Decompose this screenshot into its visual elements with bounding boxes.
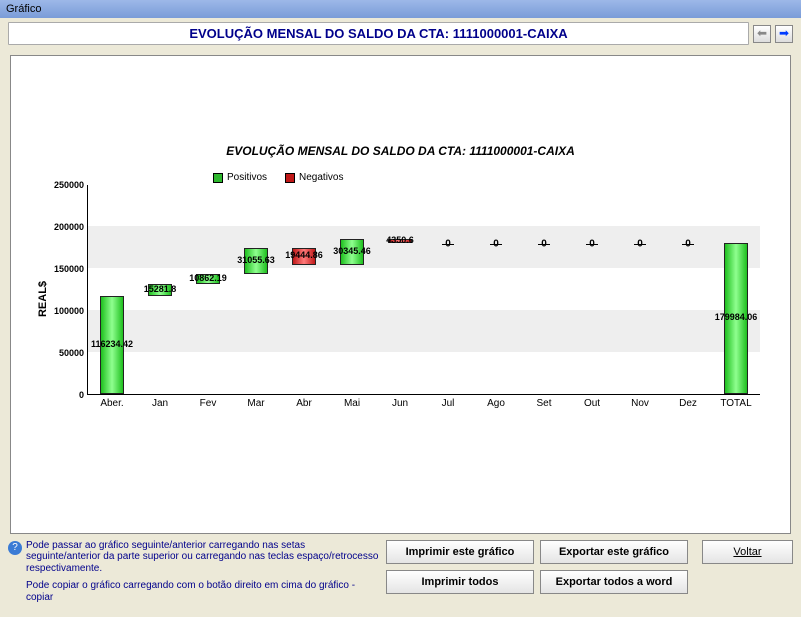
chart-bar-label: 15281.8 [144, 284, 177, 294]
chart-plot: 050000100000150000200000250000Aber.11623… [87, 185, 760, 395]
chart-ytick: 100000 [38, 306, 84, 316]
chart-xtick: Abr [296, 398, 312, 409]
window-titlebar: Gráfico [0, 0, 801, 18]
help-line-2: Pode copiar o gráfico carregando com o b… [26, 580, 380, 603]
button-grid: Imprimir este gráfico Exportar este gráf… [386, 540, 688, 594]
window-title: Gráfico [6, 3, 41, 15]
chart-bar-label: 4350.6 [386, 235, 414, 245]
chart-xtick: Aber. [100, 398, 123, 409]
chart-bar-label: 10862.19 [189, 273, 227, 283]
chart-xtick: Ago [487, 398, 505, 409]
legend-positive-label: Positivos [227, 172, 267, 183]
legend-negative-label: Negativos [299, 172, 343, 183]
chart-ytick: 250000 [38, 180, 84, 190]
page-title: EVOLUÇÃO MENSAL DO SALDO DA CTA: 1111000… [8, 22, 749, 45]
chart-ytick: 0 [38, 390, 84, 400]
chart-ytick: 50000 [38, 348, 84, 358]
chart-ytick: 200000 [38, 222, 84, 232]
chart-bar-label: 179984.06 [715, 312, 758, 322]
chart-zero-tick [634, 244, 646, 245]
export-all-word-button[interactable]: Exportar todos a word [540, 570, 688, 594]
legend-negative-swatch [285, 173, 295, 183]
chart-xtick: Mar [247, 398, 264, 409]
back-button[interactable]: Voltar [702, 540, 793, 564]
chart-bar-label: 30345.46 [333, 246, 371, 256]
chart-bar-label: 19444.86 [285, 250, 323, 260]
chart-zero-tick [586, 244, 598, 245]
chart-xtick: Mai [344, 398, 360, 409]
chart-legend: Positivos Negativos [213, 172, 790, 183]
info-icon: ? [8, 541, 22, 555]
help-line-1: Pode passar ao gráfico seguinte/anterior… [26, 540, 380, 575]
chart-xtick: Set [536, 398, 551, 409]
window: Gráfico EVOLUÇÃO MENSAL DO SALDO DA CTA:… [0, 0, 801, 617]
help-text-block: ? Pode passar ao gráfico seguinte/anteri… [8, 540, 380, 610]
chart-frame: EVOLUÇÃO MENSAL DO SALDO DA CTA: 1111000… [10, 55, 791, 534]
chart-zero-tick [538, 244, 550, 245]
chart-xtick: Jul [442, 398, 455, 409]
chart-plot-wrap: REAL$ 050000100000150000200000250000Aber… [87, 185, 760, 413]
arrow-right-icon: ➡ [779, 26, 789, 40]
chart-xtick: Nov [631, 398, 649, 409]
chart-grid-band [88, 310, 760, 352]
chart-grid-band [88, 226, 760, 268]
chart-title: EVOLUÇÃO MENSAL DO SALDO DA CTA: 1111000… [11, 144, 790, 158]
bottom-panel: ? Pode passar ao gráfico seguinte/anteri… [0, 536, 801, 617]
chart-xtick: Out [584, 398, 600, 409]
arrow-left-icon: ⬅ [757, 26, 767, 40]
chart-zero-tick [682, 244, 694, 245]
chart-zero-tick [442, 244, 454, 245]
chart-xtick: Fev [200, 398, 217, 409]
chart-bar-label: 116234.42 [91, 339, 133, 349]
legend-positive-swatch [213, 173, 223, 183]
chart-area: EVOLUÇÃO MENSAL DO SALDO DA CTA: 1111000… [11, 56, 790, 533]
chart-xtick: TOTAL [720, 398, 751, 409]
chart-xtick: Dez [679, 398, 697, 409]
help-text: Pode passar ao gráfico seguinte/anterior… [26, 540, 380, 610]
next-arrow-button[interactable]: ➡ [775, 25, 793, 43]
print-this-button[interactable]: Imprimir este gráfico [386, 540, 534, 564]
export-this-button[interactable]: Exportar este gráfico [540, 540, 688, 564]
chart-zero-tick [490, 244, 502, 245]
header-row: EVOLUÇÃO MENSAL DO SALDO DA CTA: 1111000… [0, 18, 801, 49]
prev-arrow-button[interactable]: ⬅ [753, 25, 771, 43]
legend-negative: Negativos [285, 172, 343, 183]
chart-xtick: Jun [392, 398, 408, 409]
chart-bar-label: 31055.63 [237, 255, 275, 265]
chart-ytick: 150000 [38, 264, 84, 274]
print-all-button[interactable]: Imprimir todos [386, 570, 534, 594]
legend-positive: Positivos [213, 172, 267, 183]
chart-xtick: Jan [152, 398, 168, 409]
